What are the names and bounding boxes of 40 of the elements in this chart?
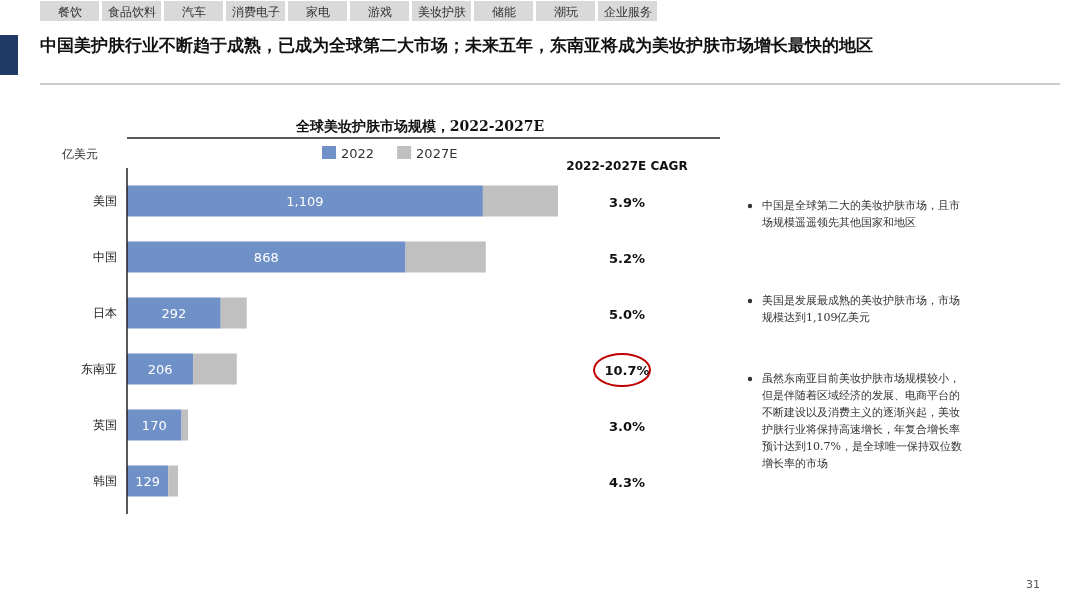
text: 虽然东南亚目前美妆护肤市场规模较小，但是伴随着区域经济的发展、电商平台的不断建设以及消费主义的逐渐兴起，美妆护肤行业将保持高速增长，年复合增长率预计达到10.7%，是全球唯一保持双位数增长率的市场 (762, 371, 963, 472)
text: 10.7% (604, 363, 650, 378)
text: 亿美元 (61, 147, 98, 161)
legend-label: 2027E (416, 146, 458, 161)
text: 中国是全球第二大的美妆护肤市场，且市场规模遥遥领先其他国家和地区 (762, 198, 961, 231)
legend-label: 2022 (341, 146, 375, 161)
bar (127, 297, 221, 329)
y-tick-label: 日本 (93, 306, 117, 320)
data-label: 206 (147, 362, 173, 377)
bar (405, 241, 486, 273)
data-label: 1,109 (286, 194, 324, 209)
text: 4.3% (608, 475, 646, 490)
y-tick-label: 中国 (93, 250, 117, 264)
chart-subtitle: 全球美妆护肤市场规模，2022-2027E (294, 118, 545, 134)
y-tick-label: 英国 (93, 418, 117, 432)
data-label: 292 (161, 306, 187, 321)
text: 3.0% (608, 419, 646, 434)
bar (181, 409, 188, 441)
data-label: 170 (141, 418, 167, 433)
bar (127, 409, 182, 441)
bar (193, 353, 237, 385)
y-tick-label: 韩国 (93, 474, 117, 488)
bar (127, 353, 194, 385)
text: 3.9% (608, 195, 646, 210)
y-tick-label: 美国 (93, 194, 117, 208)
tabs: 餐饮 食品饮料 汽车 消费电子 家电 游戏 美妆护肤 储能 潮玩 企业服务 (40, 1, 657, 21)
chart-title: 中国美护肤行业不断趋于成熟，已成为全球第二大市场；未来五年，东南亚将成为美妆护肤市场增长最快的地区 (40, 34, 874, 57)
y-tick-label: 东南亚 (81, 362, 117, 376)
bar (220, 297, 247, 329)
data-label: 868 (253, 250, 279, 265)
bar (168, 465, 179, 497)
data-label: 129 (135, 474, 161, 489)
text: 5.0% (608, 307, 646, 322)
bar (482, 185, 558, 217)
text: 2022-2027E CAGR (566, 159, 688, 173)
text: 美国是发展最成熟的美妆护肤市场，市场规模达到1,109亿美元 (762, 293, 961, 326)
text: 5.2% (608, 251, 646, 266)
text: 31 (1026, 578, 1040, 591)
bar (127, 185, 483, 217)
bar (127, 241, 406, 273)
